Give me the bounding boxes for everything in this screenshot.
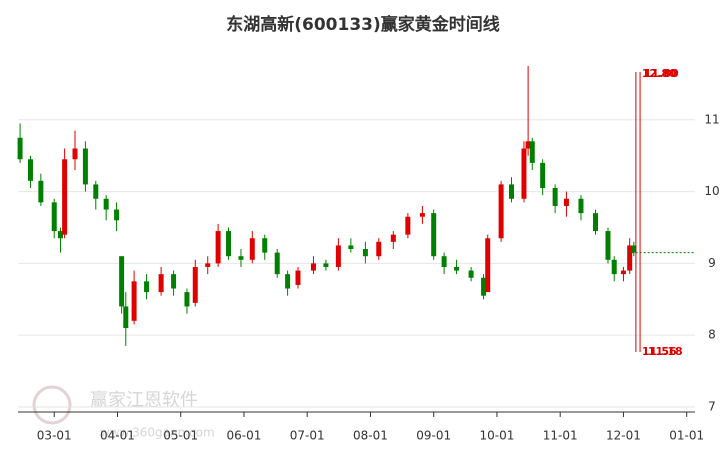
candle-body [498,184,504,239]
candle-body [171,274,177,289]
candle-body [274,252,280,275]
candle-body [468,270,474,278]
candle-body [192,266,198,303]
candle-body [508,184,514,199]
candle-body [119,256,125,307]
x-tick-label: 05-01 [163,429,198,443]
candle-body [249,238,255,260]
candle-body [82,148,88,185]
candle-body [158,274,164,293]
time-line-label: 12.80 [642,67,677,80]
time-line-label: 11.56 [642,345,677,358]
x-tick-label: 01-01 [669,429,704,443]
candle-body [205,263,211,267]
candle-body [103,198,109,210]
candle-body [144,281,150,293]
x-tick-label: 12-01 [606,429,641,443]
candle-body [123,306,129,328]
candle-body [72,148,78,160]
chart-title: 东湖高新(600133)赢家黄金时间线 [226,14,500,35]
watermark-name: 赢家江恩软件 [90,389,198,411]
candle-body [441,256,447,267]
candle-body [184,292,190,307]
watermark-url: www.360gann.com [100,426,215,440]
x-tick-label: 04-01 [100,429,135,443]
y-tick-label: 7 [708,399,716,413]
candle-body [525,141,531,149]
watermark-logo [32,385,72,425]
candle-body [310,263,316,271]
x-tick-label: 10-01 [480,429,515,443]
candle-body [631,245,637,253]
candle-body [348,245,354,250]
candle-body [335,245,341,267]
candle-body [593,213,599,232]
candle-body [605,231,611,260]
candle-body [295,270,301,285]
candle-body [17,137,23,160]
x-tick-label: 11-01 [543,429,578,443]
y-tick-label: 8 [708,328,716,342]
candle-body [540,162,546,188]
x-tick-label: 06-01 [227,429,262,443]
candle-body [285,274,291,289]
candle-body [323,263,329,267]
candle-body [131,281,137,321]
candle-body [62,159,68,235]
candle-body [431,213,437,257]
candle-body [27,159,33,181]
candle-body [405,216,411,235]
candle-body [215,231,221,264]
candle-body [529,141,535,163]
candle-body [93,184,99,199]
candle-body [376,241,382,257]
candle-body [38,180,44,203]
candle-body [627,245,633,271]
candle-body [362,249,368,257]
candle-body [485,238,491,293]
candle-body [51,202,57,232]
candle-body [238,256,244,260]
y-tick-label: 11 [704,112,719,126]
candle-body [620,270,626,275]
candle-body [481,277,487,296]
candle-body [611,259,617,275]
candle-body [552,188,558,206]
time-line-label: 11.18 [648,345,683,358]
candle-body [114,209,120,221]
x-tick-label: 09-01 [416,429,451,443]
y-tick-label: 10 [704,184,719,198]
candle-body [226,231,232,257]
candle-body [57,231,63,239]
x-tick-label: 08-01 [353,429,388,443]
candle-body [578,198,584,214]
time-line-label: 11.80 [644,67,679,80]
candle-body [390,234,396,242]
y-tick-label: 9 [708,256,716,270]
candle-body [521,148,527,199]
candle-body [454,266,460,271]
x-tick-label: 07-01 [290,429,325,443]
candle-body [419,213,425,217]
candle-body [262,238,268,253]
watermark: 赢家江恩软件 www.360gann.com [32,385,215,440]
x-tick-label: 03-01 [37,429,72,443]
candle-body [563,198,569,206]
